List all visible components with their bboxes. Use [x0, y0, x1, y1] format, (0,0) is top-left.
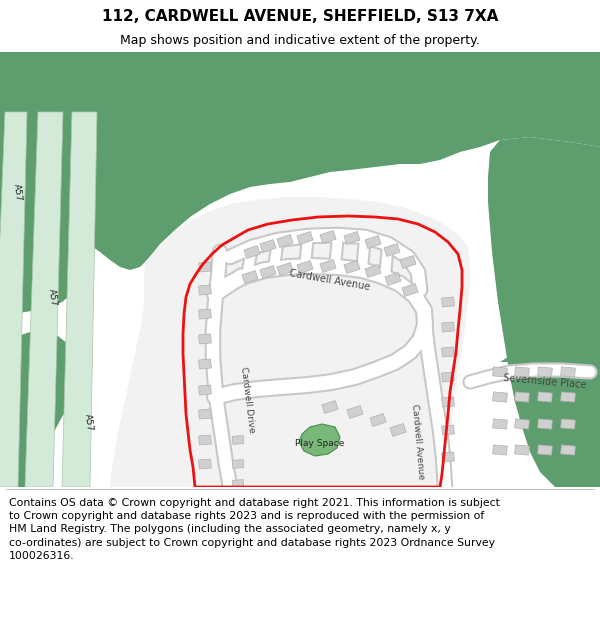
- Text: A57: A57: [82, 412, 94, 431]
- Bar: [199, 334, 211, 344]
- Bar: [538, 367, 553, 377]
- Bar: [320, 259, 336, 272]
- Bar: [199, 409, 211, 419]
- Bar: [442, 397, 454, 407]
- Bar: [260, 239, 276, 252]
- Polygon shape: [0, 107, 100, 315]
- Bar: [320, 231, 336, 244]
- Text: 112, CARDWELL AVENUE, SHEFFIELD, S13 7XA: 112, CARDWELL AVENUE, SHEFFIELD, S13 7XA: [102, 9, 498, 24]
- Bar: [515, 392, 529, 402]
- Bar: [560, 392, 575, 402]
- Bar: [232, 459, 244, 469]
- Bar: [493, 445, 508, 455]
- Bar: [260, 266, 276, 279]
- Bar: [370, 414, 386, 426]
- Bar: [347, 406, 363, 419]
- Polygon shape: [0, 52, 600, 270]
- Bar: [199, 385, 211, 395]
- Bar: [538, 445, 553, 455]
- Polygon shape: [0, 332, 78, 487]
- Bar: [277, 262, 293, 276]
- Bar: [232, 479, 244, 489]
- Bar: [442, 297, 454, 307]
- Bar: [442, 372, 454, 382]
- Bar: [493, 392, 508, 402]
- Bar: [560, 419, 575, 429]
- Polygon shape: [299, 424, 340, 456]
- Bar: [365, 236, 381, 249]
- Bar: [390, 424, 406, 436]
- Bar: [538, 392, 553, 402]
- Text: A57: A57: [11, 182, 23, 201]
- Bar: [515, 367, 529, 377]
- Text: Cardwell Avenue: Cardwell Avenue: [289, 268, 371, 292]
- Polygon shape: [0, 112, 27, 487]
- Bar: [515, 419, 529, 429]
- Bar: [384, 244, 400, 256]
- Bar: [199, 359, 211, 369]
- Bar: [442, 322, 454, 332]
- Bar: [244, 246, 260, 259]
- Bar: [199, 459, 211, 469]
- Bar: [442, 452, 454, 462]
- Bar: [402, 284, 418, 296]
- Text: Contains OS data © Crown copyright and database right 2021. This information is : Contains OS data © Crown copyright and d…: [9, 498, 500, 561]
- Bar: [385, 272, 401, 286]
- Bar: [560, 367, 575, 377]
- Bar: [232, 436, 244, 444]
- Bar: [493, 367, 508, 377]
- Bar: [344, 231, 360, 244]
- Bar: [297, 231, 313, 244]
- Polygon shape: [62, 112, 97, 487]
- Bar: [493, 419, 508, 429]
- Text: Cardwell Avenue: Cardwell Avenue: [410, 404, 426, 480]
- Bar: [515, 445, 529, 455]
- Polygon shape: [25, 112, 63, 487]
- Polygon shape: [110, 197, 470, 487]
- Bar: [400, 256, 416, 269]
- Polygon shape: [488, 52, 600, 487]
- Bar: [560, 445, 575, 455]
- Text: Play Space: Play Space: [295, 439, 344, 449]
- Bar: [242, 271, 258, 284]
- Text: Cardwell Drive: Cardwell Drive: [239, 366, 257, 434]
- Polygon shape: [500, 357, 600, 487]
- Bar: [365, 264, 381, 278]
- Bar: [199, 435, 211, 445]
- Bar: [538, 419, 553, 429]
- Bar: [344, 261, 360, 274]
- Bar: [297, 261, 313, 274]
- Text: Severnside Place: Severnside Place: [503, 373, 587, 391]
- Bar: [322, 401, 338, 414]
- Bar: [442, 347, 454, 357]
- Text: A57: A57: [46, 288, 58, 306]
- Bar: [277, 234, 293, 248]
- Bar: [199, 285, 211, 295]
- Text: Map shows position and indicative extent of the property.: Map shows position and indicative extent…: [120, 34, 480, 47]
- Bar: [199, 262, 211, 272]
- Bar: [442, 425, 454, 435]
- Bar: [199, 309, 211, 319]
